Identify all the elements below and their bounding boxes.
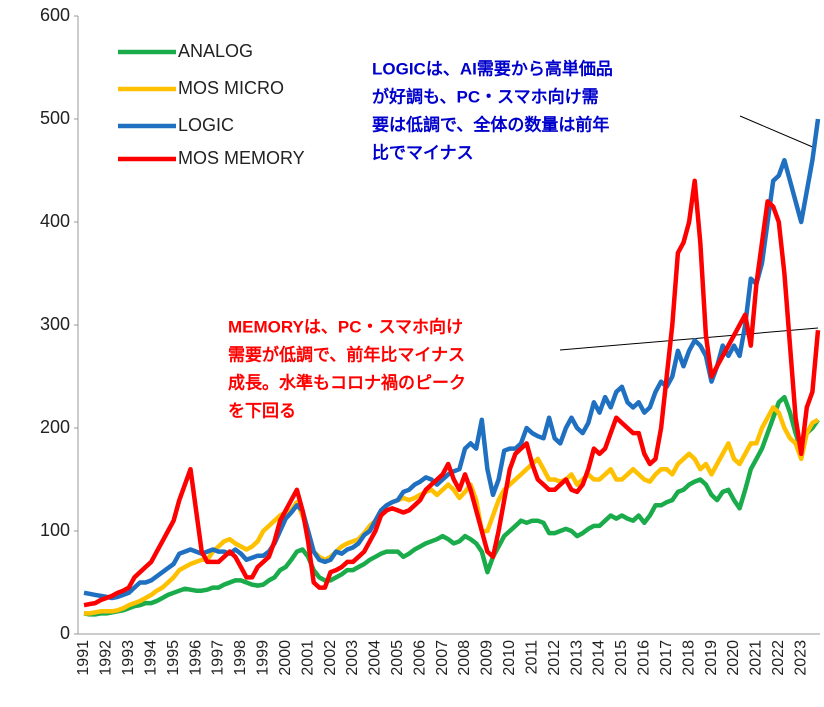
x-tick-label: 2010 <box>501 640 518 676</box>
x-tick-label: 1992 <box>98 640 115 676</box>
annotation: 要は低調で、全体の数量は前年 <box>372 114 609 134</box>
callout-line <box>559 327 819 351</box>
x-tick-label: 2001 <box>299 640 316 676</box>
series-line <box>83 178 821 608</box>
x-tick-label: 2006 <box>411 640 428 676</box>
y-tick-label: 200 <box>40 417 70 437</box>
legend-label: ANALOG <box>178 41 253 61</box>
x-tick-label: 1999 <box>255 640 272 676</box>
x-tick-label: 1993 <box>120 640 137 676</box>
y-tick-label: 400 <box>40 211 70 231</box>
legend-label: LOGIC <box>178 115 234 135</box>
x-tick-label: 2013 <box>568 640 585 676</box>
y-tick-label: 500 <box>40 108 70 128</box>
x-tick-label: 2020 <box>725 640 742 676</box>
x-tick-label: 2011 <box>523 640 540 675</box>
x-tick-label: 2000 <box>277 640 294 676</box>
x-tick-label: 2014 <box>591 640 608 676</box>
x-tick-label: 2023 <box>792 640 809 676</box>
series-line <box>83 394 820 617</box>
annotation: が好調も、PC・スマホ向け需 <box>372 86 599 106</box>
x-tick-label: 1991 <box>75 640 92 676</box>
annotation: 比でマイナス <box>372 142 474 162</box>
x-tick-label: 2022 <box>770 640 787 676</box>
legend-label: MOS MICRO <box>178 78 284 98</box>
x-tick-label: 1996 <box>187 640 204 676</box>
x-tick-label: 2005 <box>389 640 406 676</box>
x-tick-label: 2017 <box>658 640 675 676</box>
x-tick-label: 2019 <box>703 640 720 676</box>
callout-line <box>739 115 816 149</box>
y-tick-label: 600 <box>40 5 70 25</box>
annotation: 需要が低調で、前年比マイナス <box>228 344 465 364</box>
x-tick-label: 1998 <box>232 640 249 676</box>
x-tick-label: 2015 <box>613 640 630 676</box>
x-tick-label: 1997 <box>210 640 227 676</box>
legend-label: MOS MEMORY <box>178 148 305 168</box>
x-tick-label: 2007 <box>434 640 451 676</box>
y-tick-label: 300 <box>40 314 70 334</box>
x-tick-label: 2008 <box>456 640 473 676</box>
annotation: MEMORYは、PC・スマホ向け <box>228 316 463 336</box>
x-tick-label: 2002 <box>322 640 339 676</box>
x-tick-label: 2012 <box>546 640 563 676</box>
x-tick-label: 1995 <box>165 640 182 676</box>
annotation: LOGICは、AI需要から高単価品 <box>372 58 613 78</box>
x-tick-label: 2021 <box>748 640 765 676</box>
y-tick-label: 100 <box>40 520 70 540</box>
annotation: 成長。水準もコロナ禍のピーク <box>228 372 466 392</box>
x-tick-label: 2018 <box>680 640 697 676</box>
x-tick-label: 2003 <box>344 640 361 676</box>
annotation: を下回る <box>228 401 296 420</box>
x-tick-label: 2009 <box>479 640 496 676</box>
x-tick-label: 1994 <box>142 640 159 676</box>
y-tick-label: 0 <box>60 623 70 643</box>
x-tick-label: 2016 <box>636 640 653 676</box>
x-tick-label: 2004 <box>367 640 384 676</box>
